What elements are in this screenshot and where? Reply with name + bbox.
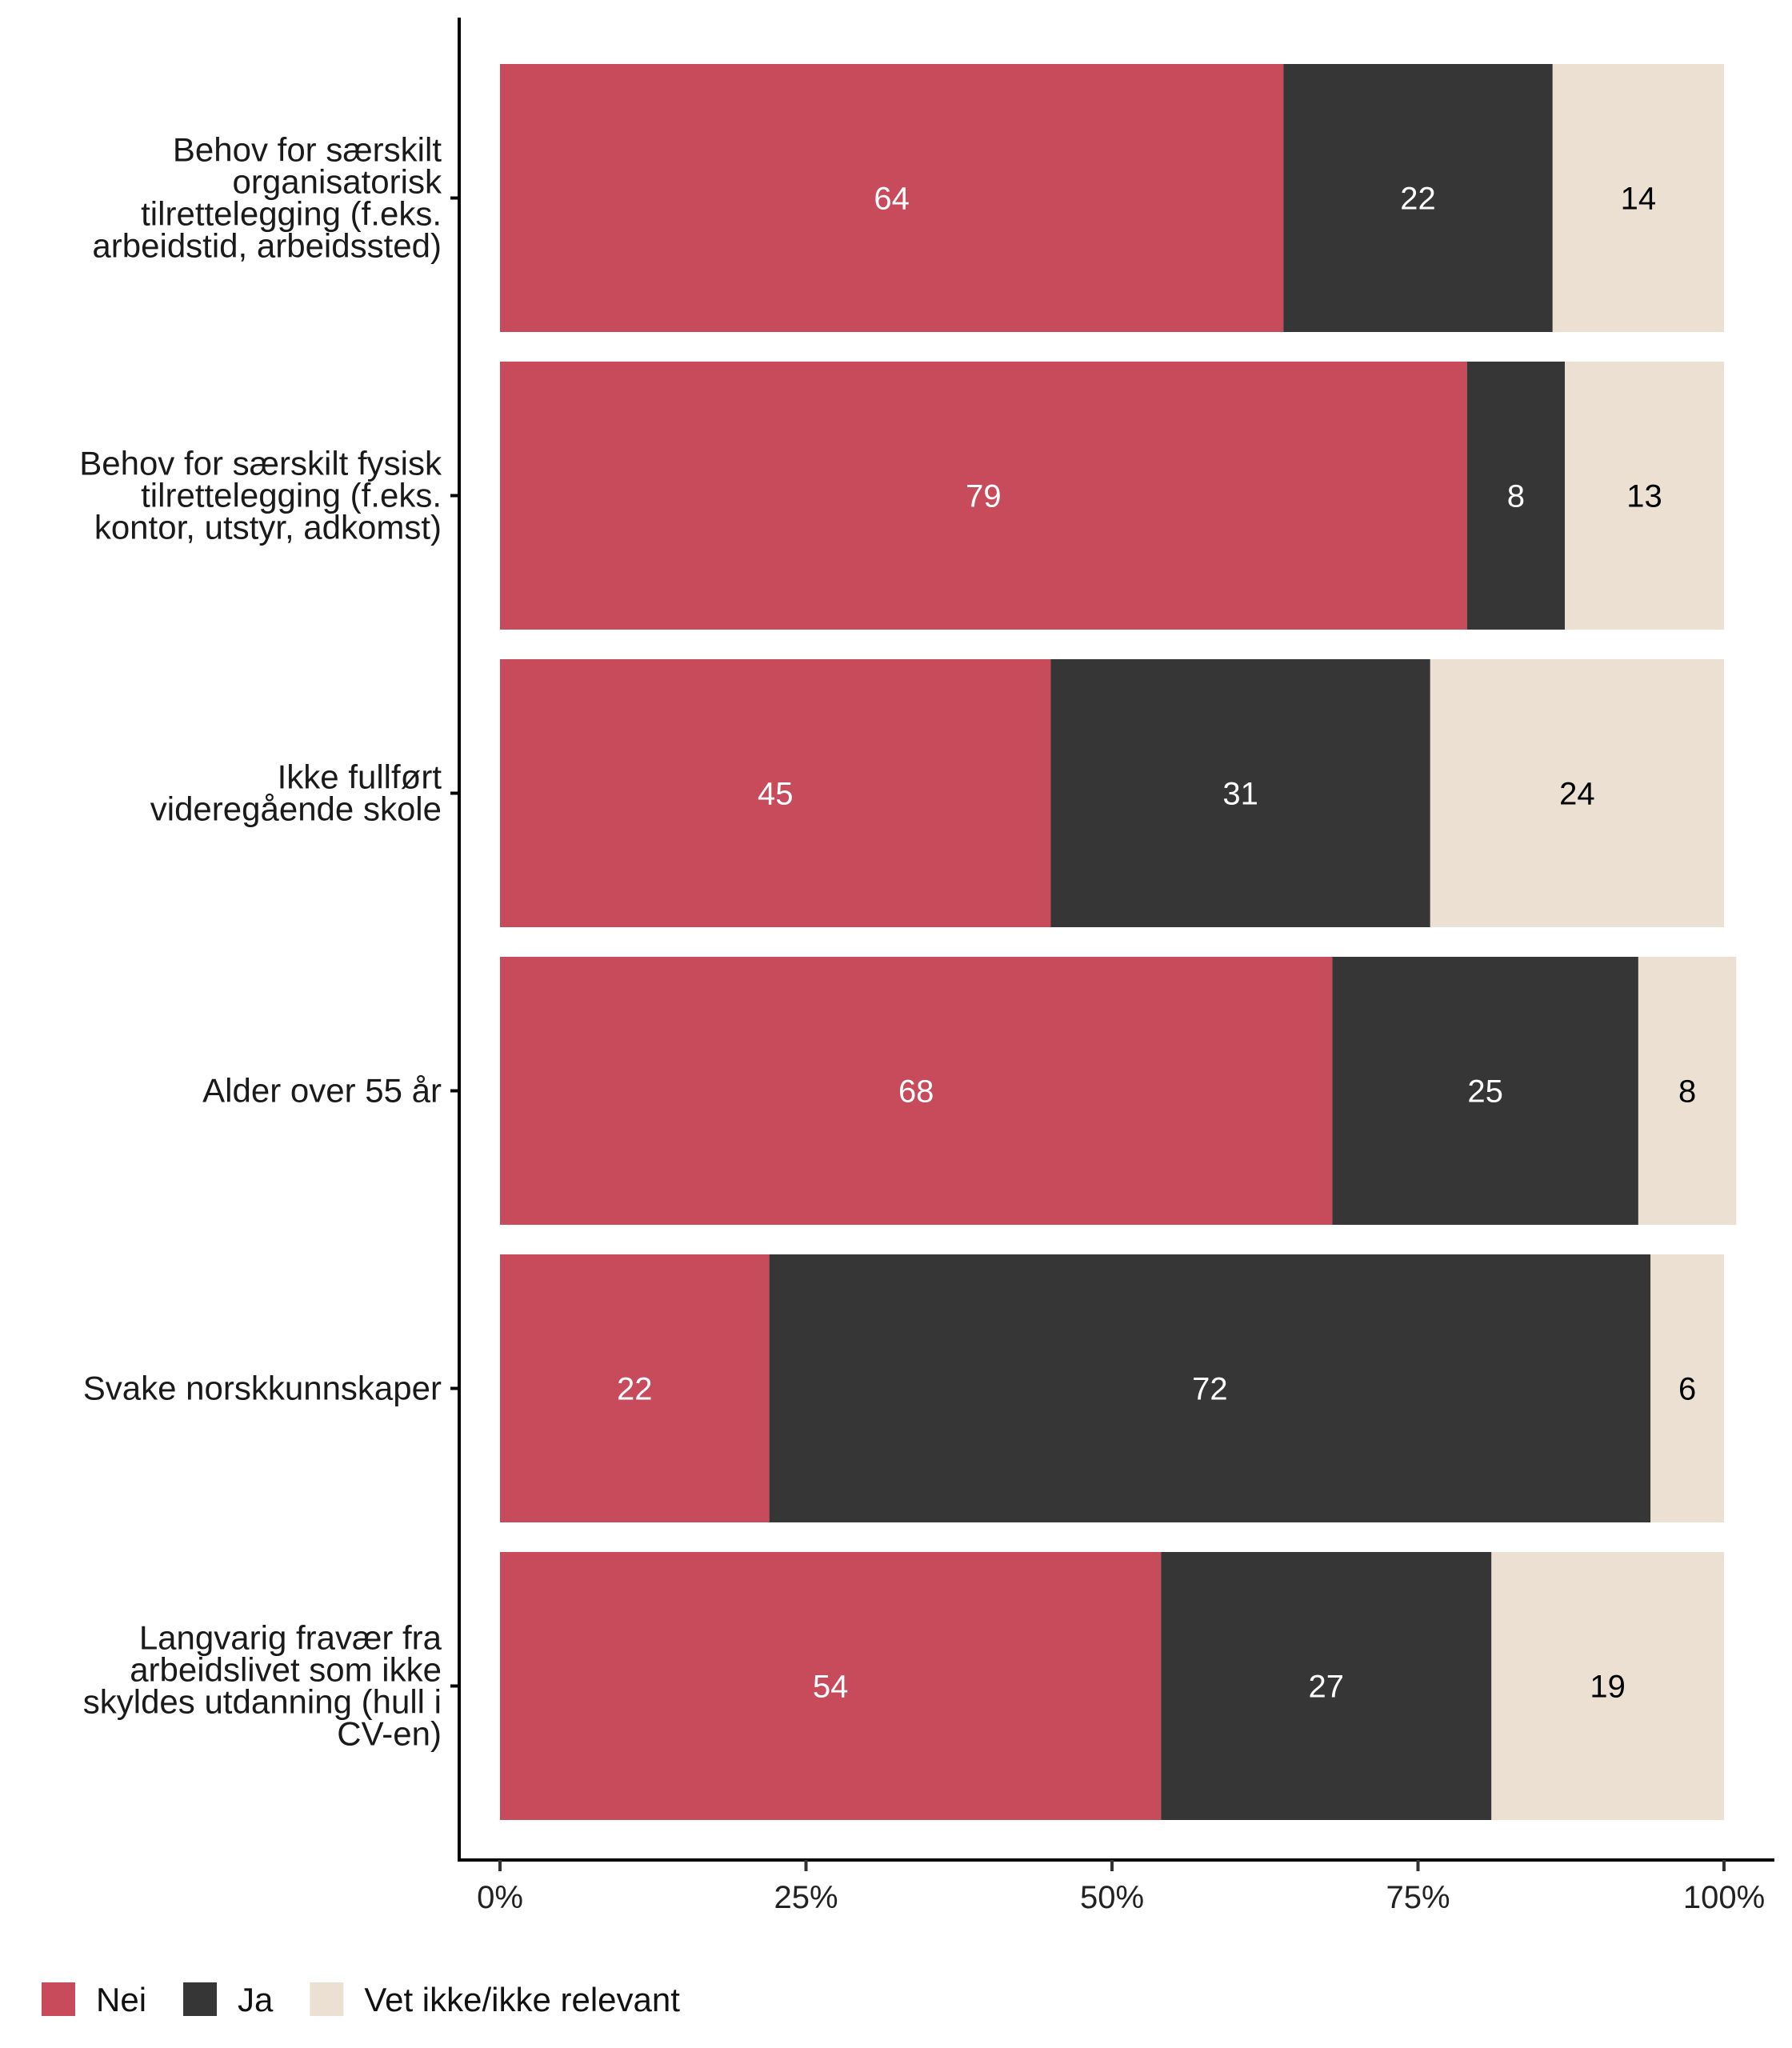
data-label: 6	[1678, 1372, 1696, 1407]
bar-segment-ja-3	[1332, 957, 1638, 1225]
data-label: 31	[1222, 777, 1258, 812]
data-label: 54	[813, 1670, 849, 1705]
data-label: 68	[898, 1074, 934, 1110]
bar-segment-vet-ikke-ikke-relevant-0	[1552, 64, 1724, 332]
legend-label: Vet ikke/ikke relevant	[364, 1981, 680, 2018]
bar-segment-nei-2	[500, 659, 1051, 927]
data-label: 25	[1467, 1074, 1503, 1110]
legend-label: Nei	[96, 1981, 146, 2018]
bar-segment-ja-4	[769, 1254, 1651, 1522]
bar-segment-nei-5	[500, 1552, 1162, 1820]
bar-segment-vet-ikke-ikke-relevant-3	[1638, 957, 1737, 1225]
bars-layer: 64 22 14 79 8 13 45 31 24 68 25 8 22 72 6 54 27 19	[500, 64, 1737, 1820]
data-label: 8	[1678, 1074, 1696, 1110]
category-label: Behov for særskilt organisatorisk tilrette…	[92, 131, 442, 265]
bar-segment-vet-ikke-ikke-relevant-5	[1491, 1552, 1724, 1820]
data-label: 79	[966, 479, 1002, 514]
data-label: 45	[758, 777, 794, 812]
data-label: 14	[1621, 182, 1657, 217]
legend-swatch	[183, 1982, 218, 2016]
bar-segment-nei-0	[500, 64, 1284, 332]
legend-label: Ja	[238, 1981, 274, 2018]
legend-swatch	[310, 1982, 344, 2016]
bar-segment-vet-ikke-ikke-relevant-1	[1565, 362, 1724, 630]
data-label: 8	[1507, 479, 1525, 514]
bar-segment-nei-3	[500, 957, 1333, 1225]
data-label: 27	[1309, 1670, 1345, 1705]
bar-segment-vet-ikke-ikke-relevant-2	[1430, 659, 1724, 927]
category-label: Svake norskkunnskaper	[83, 1370, 442, 1407]
category-label: Alder over 55 år	[202, 1072, 442, 1110]
data-label: 72	[1192, 1372, 1228, 1407]
bar-segment-nei-1	[500, 362, 1467, 630]
data-label: 24	[1559, 777, 1595, 812]
y-axis-labels: Behov for særskilt organisatorisk tilrette…	[79, 131, 459, 1753]
bar-segment-vet-ikke-ikke-relevant-4	[1650, 1254, 1724, 1522]
legend-swatch	[42, 1982, 75, 2016]
bar-segment-nei-4	[500, 1254, 770, 1522]
x-axis-ticks: 0% 25% 50% 75% 100%	[477, 1860, 1765, 1915]
data-label: 13	[1626, 479, 1662, 514]
x-tick-label: 0%	[477, 1880, 523, 1915]
data-label: 22	[617, 1372, 653, 1407]
data-label: 64	[874, 182, 910, 217]
bar-segment-ja-0	[1283, 64, 1553, 332]
category-label: Behov for særskilt fysisk tilrettelegging…	[79, 445, 442, 546]
category-label: Langvarig fravær fra arbeidslivet som ikk…	[83, 1619, 442, 1753]
x-tick-label: 50%	[1080, 1880, 1144, 1915]
x-tick-label: 75%	[1386, 1880, 1450, 1915]
legend: Nei Ja Vet ikke/ikke relevant	[42, 1981, 680, 2018]
bar-segment-ja-5	[1161, 1552, 1492, 1820]
bar-segment-ja-2	[1050, 659, 1430, 927]
category-label: Ikke fullført videregående skole	[150, 758, 442, 828]
data-label: 22	[1400, 182, 1436, 217]
data-label: 19	[1590, 1670, 1626, 1705]
bar-segment-ja-1	[1466, 362, 1566, 630]
x-tick-label: 100%	[1683, 1880, 1765, 1915]
x-tick-label: 25%	[774, 1880, 838, 1915]
